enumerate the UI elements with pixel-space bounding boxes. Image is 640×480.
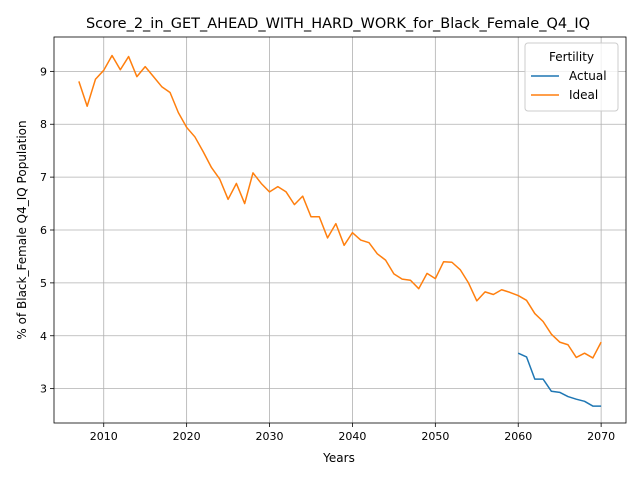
x-tick-label: 2010: [90, 430, 118, 443]
series-line-actual: [517, 352, 602, 407]
legend-items: Actual Ideal: [531, 69, 607, 102]
legend: Fertility Actual Ideal: [524, 42, 619, 112]
x-tick-label: 2020: [173, 430, 201, 443]
x-tick-label: 2050: [421, 430, 449, 443]
series-line-ideal: [78, 54, 602, 359]
series-layer: [78, 54, 602, 407]
y-tick-label: 8: [40, 118, 47, 131]
axis-ticks: 2010 2020 2030 2040 2050 2060 2070 3 4 5 6 7 8 9: [40, 65, 615, 443]
y-tick-label: 4: [40, 330, 47, 343]
y-tick-label: 5: [40, 277, 47, 290]
x-tick-label: 2040: [338, 430, 366, 443]
legend-box: [524, 42, 619, 112]
y-tick-label: 9: [40, 65, 47, 78]
x-tick-label: 2070: [587, 430, 615, 443]
legend-label-actual: Actual: [569, 69, 607, 83]
x-tick-label: 2030: [256, 430, 284, 443]
x-tick-label: 2060: [504, 430, 532, 443]
legend-title: Fertility: [549, 50, 594, 64]
y-axis-label: % of Black_Female Q4_IQ Population: [15, 120, 29, 339]
y-tick-label: 3: [40, 383, 47, 396]
chart-title: Score_2_in_GET_AHEAD_WITH_HARD_WORK_for_…: [86, 16, 590, 32]
x-axis-label: Years: [322, 451, 355, 465]
y-tick-label: 6: [40, 224, 47, 237]
y-tick-label: 7: [40, 171, 47, 184]
legend-label-ideal: Ideal: [569, 88, 598, 102]
